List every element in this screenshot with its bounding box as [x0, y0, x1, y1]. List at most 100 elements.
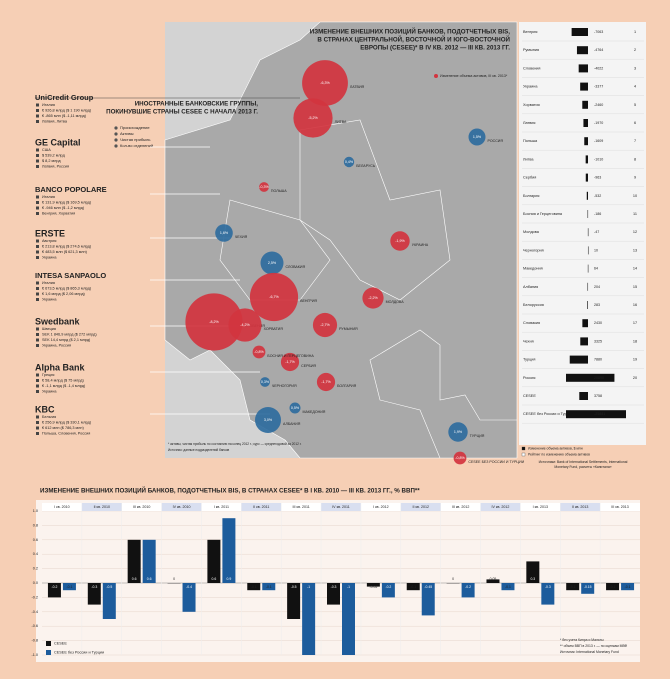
bubble-label: -8,2%: [209, 320, 219, 324]
bank-icon: [36, 281, 39, 285]
row-bar: [576, 46, 588, 55]
bar-label: -1: [307, 585, 310, 589]
bank-icon: [36, 245, 39, 248]
bank-detail: Италия: [42, 103, 55, 107]
bubble: [289, 402, 301, 414]
bank-detail: € 483,5 млн ($ 621,3 млн): [42, 250, 88, 254]
bar: [366, 583, 380, 587]
bank-detail: € 1,6 млрд ($ 2,06 млрд): [42, 292, 86, 296]
bar: [342, 583, 355, 655]
row-country: Польша: [523, 139, 538, 143]
bubble: [259, 182, 269, 192]
country-label: ЧЕРНОГОРИЯ: [272, 384, 297, 388]
row-rank: 18: [633, 339, 637, 343]
row-bar: [580, 82, 588, 91]
bar: [182, 583, 196, 612]
bank-detail: € 256,9 млрд ($ 330,1 млрд): [42, 421, 92, 425]
header-cell: [600, 503, 640, 511]
row-country: Чехия: [523, 339, 534, 343]
bank-detail: Греция: [42, 373, 54, 377]
country-label: ЛАТВИЯ: [350, 85, 365, 89]
header-cell: [42, 503, 82, 511]
legend-icon: [114, 144, 118, 148]
bar-label: -0.15: [584, 585, 592, 589]
country-label: ПОЛЬША: [271, 189, 287, 193]
row-bar: [585, 173, 588, 182]
row-country: Хорватия: [523, 103, 540, 107]
ranking-legend-key: [521, 452, 526, 457]
row-rank: 4: [634, 85, 636, 89]
x-tick-label: IV кв. 2011: [332, 505, 350, 509]
row-rank: 11: [633, 212, 637, 216]
row-rank: 1: [634, 30, 636, 34]
row-rank: 14: [633, 267, 637, 271]
row-country: Албания: [523, 285, 538, 289]
bubble-label: 3,0%: [264, 418, 273, 422]
groups-legend: Происхождение: [120, 125, 150, 130]
row-rank: 5: [634, 103, 636, 107]
bubble-label: 1,5%: [473, 135, 482, 139]
row-bar: [579, 392, 588, 400]
bank-logo: UniCredit Group: [35, 93, 94, 102]
bar: [222, 518, 236, 583]
bank-icon: [36, 239, 39, 243]
bar-label: -0.2: [52, 585, 58, 589]
map-borders: [219, 119, 451, 301]
row-country: Румыния: [523, 48, 539, 52]
row-rank: 19: [633, 358, 637, 362]
row-rank: 9: [634, 176, 636, 180]
row-country: Турция: [523, 358, 535, 362]
map-land: [164, 21, 518, 459]
header-cell: [520, 503, 561, 511]
row-bar: [587, 210, 589, 218]
row-value: -3377: [594, 85, 603, 89]
row-country: Молдова: [523, 230, 540, 234]
bank-icon: [36, 256, 39, 259]
row-value: -1970: [594, 121, 603, 125]
header-cell: [440, 503, 481, 511]
row-value: 20890: [594, 376, 604, 380]
country-label: ЧЕХИЯ: [235, 235, 248, 239]
row-bar: [587, 246, 589, 255]
bank-detail: США: [42, 148, 51, 152]
header-cell: [400, 503, 441, 511]
bank-icon: [36, 432, 39, 435]
legend-key: [46, 650, 51, 655]
bubble-label: -0,3%: [259, 185, 269, 189]
bar: [581, 583, 595, 594]
row-country: Россия: [523, 376, 535, 380]
bar-label: -0.5: [106, 585, 112, 589]
row-country: Босния и Герцеговина: [523, 212, 563, 216]
row-value: -186: [594, 212, 601, 216]
bar-label: -0.1: [610, 585, 616, 589]
y-tick-label: 0.2: [33, 567, 38, 571]
header-cell: [161, 503, 202, 511]
header-cell: [281, 503, 322, 511]
ranking-legend: Рейтинг по изменению объема активов: [528, 452, 590, 456]
bubble: [453, 451, 467, 465]
y-tick-label: -1.0: [31, 653, 38, 657]
x-tick-label: II кв. 2013: [572, 505, 588, 509]
bubble-label: -0,8%: [254, 350, 264, 354]
bar: [62, 583, 76, 591]
bank-detail: € 131,9 млрд ($ 169,5 млрд): [42, 201, 92, 205]
row-value: 2430: [594, 321, 602, 325]
legend-key: [46, 641, 51, 646]
bank-icon: [36, 114, 39, 118]
x-tick-label: I кв. 2012: [373, 505, 388, 509]
x-tick-label: II кв. 2012: [412, 505, 428, 509]
bubble: [316, 372, 336, 392]
groups-title: ИНОСТРАННЫЕ БАНКОВСКИЕ ГРУППЫ,: [135, 101, 259, 108]
country-label: БОСНИЯ И ГЕРЦЕГОВИНА: [267, 354, 314, 358]
row-country: Венгрия: [523, 30, 537, 34]
row-rank: 2: [634, 48, 636, 52]
bank-detail: Австрия: [42, 239, 56, 243]
bank-detail: € 58,4 млрд ($ 75 млрд): [42, 379, 85, 383]
row-country: Белоруссия: [523, 303, 544, 307]
x-tick-label: III кв. 2012: [452, 505, 469, 509]
bank-icon: [36, 159, 39, 163]
bubble: [260, 251, 284, 275]
bank-detail: Швеция: [42, 327, 56, 331]
bank-logo: INTESA SANPAOLO: [35, 271, 106, 280]
bank-icon: [36, 298, 39, 301]
